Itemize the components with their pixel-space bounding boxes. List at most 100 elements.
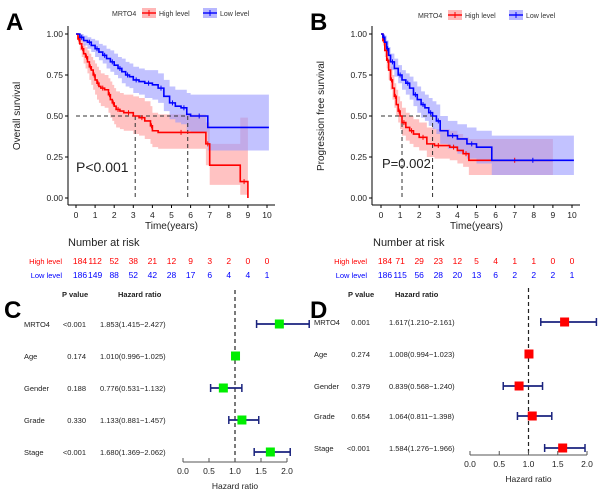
col-header-hr: Hazard ratio <box>395 290 439 299</box>
legend-label-low-level: Low level <box>526 13 556 20</box>
forest-row-stage: Stage <0.001 1.680(1.369−2.062) <box>24 447 291 457</box>
forest-panel-d: P value Hazard ratio MRTO4 0.001 1.617(1.210… <box>314 288 598 484</box>
legend: MRTO4 High level Low level <box>418 10 556 20</box>
risk-count: 115 <box>393 270 407 280</box>
y-tick-label: 0.75 <box>46 70 63 80</box>
y-tick-label: 0.75 <box>350 70 367 80</box>
panel-label-c: C <box>4 297 21 324</box>
x-tick-label: 10 <box>262 210 272 220</box>
col-header-pvalue: P value <box>348 290 374 299</box>
risk-count: 186 <box>378 270 392 280</box>
hr-text: 1.133(0.881−1.457) <box>100 416 166 425</box>
hr-text: 1.853(1.415−2.427) <box>100 320 166 329</box>
risk-table-title: Number at risk <box>373 237 445 249</box>
risk-count: 184 <box>73 256 87 266</box>
x-tick-label: 2.0 <box>581 459 593 469</box>
x-tick-label: 0 <box>379 210 384 220</box>
x-tick-label: 0 <box>74 210 79 220</box>
variable-label: Stage <box>24 448 44 457</box>
risk-count: 6 <box>493 270 498 280</box>
y-axis-title: Overall survival <box>12 82 23 150</box>
x-axis-title: Hazard ratio <box>212 481 259 490</box>
hr-marker <box>218 383 228 393</box>
x-tick-label: 3 <box>131 210 136 220</box>
x-tick-label: 6 <box>188 210 193 220</box>
variable-label: Gender <box>24 384 50 393</box>
variable-label: Age <box>314 350 327 359</box>
x-tick-label: 1 <box>398 210 403 220</box>
p-value: 0.001 <box>351 318 370 327</box>
forest-row-gender: Gender 0.188 0.776(0.531−1.132) <box>24 383 243 393</box>
forest-row-grade: Grade 0.654 1.064(0.811−1.398) <box>314 411 553 421</box>
km-panel-a: 0.000.250.500.751.000 1 2 3 4 5 6 7 8 9 10Time(yea… <box>12 8 275 280</box>
y-axis-title: Progression free survival <box>316 61 327 171</box>
forest-row-gender: Gender 0.379 0.839(0.568−1.240) <box>314 381 544 391</box>
panel-label-a: A <box>6 9 23 36</box>
forest-row-age: Age 0.274 1.008(0.994−1.023) <box>314 349 534 359</box>
variable-label: Gender <box>314 382 340 391</box>
risk-row-label: High level <box>334 257 367 266</box>
risk-count: 9 <box>188 256 193 266</box>
risk-count: 2 <box>551 270 556 280</box>
risk-count: 17 <box>186 270 196 280</box>
x-tick-label: 4 <box>455 210 460 220</box>
forest-row-age: Age 0.174 1.010(0.996−1.025) <box>24 351 241 361</box>
risk-count: 5 <box>474 256 479 266</box>
hr-marker <box>237 415 247 425</box>
risk-count: 1 <box>531 256 536 266</box>
p-value: 0.654 <box>351 412 370 421</box>
p-value: 0.188 <box>67 384 86 393</box>
x-tick-label: 5 <box>169 210 174 220</box>
risk-count: 28 <box>434 270 444 280</box>
x-axis-title: Time(years) <box>145 221 198 232</box>
legend-label-low-level: Low level <box>220 11 250 18</box>
p-value-label: P=0.002 <box>382 156 431 171</box>
panel-label-d: D <box>310 297 327 324</box>
variable-label: MRTO4 <box>24 320 50 329</box>
risk-count: 4 <box>246 270 251 280</box>
hr-text: 1.584(1.276−1.966) <box>389 444 455 453</box>
x-tick-label: 7 <box>207 210 212 220</box>
p-value: 0.274 <box>351 350 370 359</box>
hr-marker <box>274 319 284 329</box>
col-header-pvalue: P value <box>62 290 88 299</box>
x-tick-label: 0.5 <box>203 466 215 476</box>
p-value: <0.001 <box>347 444 370 453</box>
risk-count: 2 <box>512 270 517 280</box>
p-value: 0.330 <box>67 416 86 425</box>
risk-table-title: Number at risk <box>68 237 140 249</box>
x-tick-label: 8 <box>531 210 536 220</box>
risk-count: 23 <box>434 256 444 266</box>
hr-text: 1.010(0.996−1.025) <box>100 352 166 361</box>
x-tick-label: 2 <box>112 210 117 220</box>
hr-text: 0.776(0.531−1.132) <box>100 384 166 393</box>
y-tick-label: 0.50 <box>46 111 63 121</box>
hr-text: 1.680(1.369−2.062) <box>100 448 166 457</box>
x-tick-label: 2.0 <box>281 466 293 476</box>
x-tick-label: 7 <box>512 210 517 220</box>
risk-row-label: Low level <box>31 271 63 280</box>
risk-count: 4 <box>493 256 498 266</box>
hr-text: 1.064(0.811−1.398) <box>389 412 455 421</box>
forest-row-mrto4: MRTO4 0.001 1.617(1.210−2.161) <box>314 317 598 327</box>
legend-label-high-level: High level <box>159 11 190 18</box>
x-axis-title: Hazard ratio <box>505 474 552 484</box>
hr-text: 1.617(1.210−2.161) <box>389 318 455 327</box>
risk-count: 29 <box>414 256 424 266</box>
y-tick-label: 0.25 <box>350 152 367 162</box>
x-tick-label: 0.5 <box>493 459 505 469</box>
risk-count: 6 <box>207 270 212 280</box>
p-value-label: P<0.001 <box>76 159 129 175</box>
variable-label: MRTO4 <box>314 318 340 327</box>
risk-count: 71 <box>395 256 405 266</box>
panel-label-b: B <box>310 9 327 36</box>
hr-marker <box>560 317 570 327</box>
y-tick-label: 1.00 <box>350 29 367 39</box>
hr-marker <box>231 351 241 361</box>
x-tick-label: 9 <box>551 210 556 220</box>
hr-text: 1.008(0.994−1.023) <box>389 350 455 359</box>
x-tick-label: 0.0 <box>464 459 476 469</box>
x-tick-label: 1.0 <box>229 466 241 476</box>
x-tick-label: 8 <box>226 210 231 220</box>
